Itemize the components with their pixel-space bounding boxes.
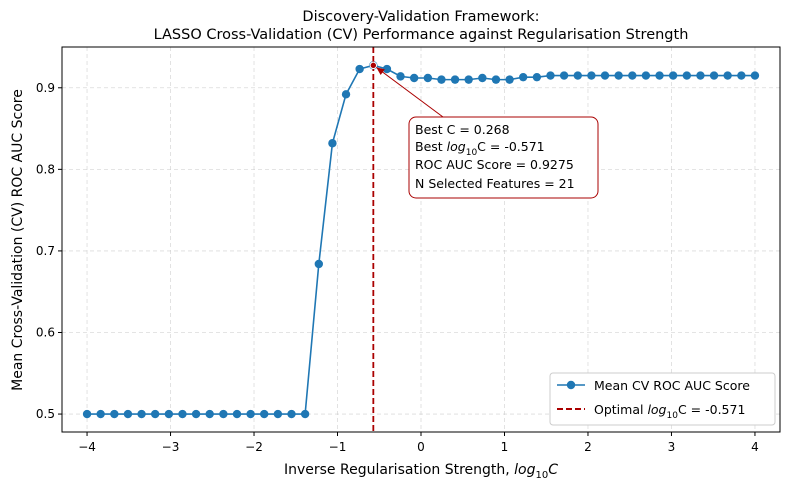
data-point [191, 409, 201, 419]
data-point [628, 71, 637, 80]
legend-series-label: Mean CV ROC AUC Score [594, 378, 750, 393]
data-point [82, 409, 92, 419]
data-point [273, 409, 283, 419]
data-point [546, 71, 555, 80]
data-point [723, 71, 732, 80]
data-point [260, 409, 269, 419]
x-tick-label: 0 [417, 440, 425, 454]
data-point [314, 259, 324, 269]
data-point [164, 409, 174, 419]
chart-subtitle: LASSO Cross-Validation (CV) Performance … [154, 27, 689, 43]
data-point [682, 71, 692, 80]
x-tick-label: −2 [245, 440, 263, 454]
chart-title: Discovery-Validation Framework: [302, 9, 539, 25]
x-axis-label-text: Inverse Regularisation Strength, [284, 462, 514, 478]
legend-optimal-sub: 10 [667, 411, 679, 421]
x-tick-label: −4 [78, 440, 96, 454]
x-axis-label-c: C [548, 462, 558, 478]
data-point [246, 409, 255, 419]
annotation-best-c: Best C = 0.268 [415, 122, 510, 137]
x-axis-label: Inverse Regularisation Strength, log10C [284, 462, 558, 481]
data-point [587, 71, 596, 80]
y-tick-label: 0.9 [36, 81, 55, 95]
data-point [655, 71, 664, 80]
data-point [709, 71, 719, 80]
data-point [205, 409, 214, 419]
annotation-best-tail: C = -0.571 [477, 139, 544, 154]
data-point [328, 139, 337, 148]
data-point [573, 71, 582, 80]
annotation-roc-auc: ROC AUC Score = 0.9275 [415, 157, 574, 172]
legend-frame [549, 372, 776, 426]
annotation-arrow-head [376, 67, 385, 75]
y-tick-label: 0.8 [36, 162, 55, 176]
data-point [505, 75, 514, 84]
data-point [437, 75, 446, 84]
data-point [396, 72, 405, 81]
annotation-best-sub: 10 [466, 148, 478, 158]
data-point [96, 409, 105, 419]
data-point [123, 409, 133, 419]
data-point [150, 409, 160, 419]
data-point [178, 409, 187, 419]
annotation-box: Best C = 0.268 Best log10C = -0.571 ROC … [408, 116, 599, 199]
legend-series-swatch-marker [566, 380, 576, 390]
data-point [696, 71, 705, 80]
legend-optimal-log: log [647, 402, 666, 417]
y-axis-label: Mean Cross-Validation (CV) ROC AUC Score [10, 89, 26, 391]
annotation-n-features: N Selected Features = 21 [415, 176, 575, 191]
x-axis-label-log: log [514, 462, 535, 478]
series-mean-cv-roc-auc [82, 61, 760, 419]
data-point [355, 64, 364, 74]
x-tick-label: 2 [584, 440, 592, 454]
legend-optimal-prefix: Optimal [594, 402, 647, 417]
data-point [641, 71, 651, 80]
x-tick-label: 1 [501, 440, 509, 454]
data-point [532, 72, 542, 82]
y-tick-label: 0.7 [36, 244, 55, 258]
data-point [450, 75, 460, 84]
data-point [559, 71, 569, 80]
legend: Mean CV ROC AUC Score Optimal log10C = -… [549, 372, 776, 426]
y-tick-label: 0.6 [36, 325, 55, 339]
annotation-arrow-line [376, 66, 444, 118]
data-point [478, 73, 487, 83]
data-point [737, 71, 746, 80]
x-tick-label: 4 [751, 440, 759, 454]
data-point [668, 71, 678, 80]
annotation-frame [408, 116, 599, 199]
data-point [750, 71, 760, 80]
data-point [600, 71, 610, 80]
data-point [491, 75, 501, 84]
data-point [287, 409, 296, 419]
legend-optimal-label: Optimal log10C = -0.571 [594, 402, 745, 421]
annotation-best-log10c: Best log10C = -0.571 [415, 139, 545, 158]
data-point [110, 409, 119, 419]
data-point [423, 73, 433, 83]
y-ticks: 0.5 0.6 0.7 0.8 0.9 [36, 81, 62, 421]
x-axis-label-sub: 10 [536, 470, 549, 481]
x-tick-label: 3 [668, 440, 676, 454]
y-tick-label: 0.5 [36, 407, 55, 421]
data-point [464, 75, 473, 84]
data-point [137, 409, 146, 419]
data-point [382, 64, 392, 74]
x-ticks: −4 −3 −2 −1 0 1 2 3 4 [78, 432, 759, 454]
annotation-arrow-group [376, 66, 444, 118]
optimal-point-marker [369, 61, 378, 70]
data-point [219, 409, 228, 419]
data-point [341, 90, 351, 99]
data-point [518, 72, 528, 82]
annotation-best-log: log [447, 139, 466, 154]
x-tick-label: −3 [162, 440, 180, 454]
data-point [300, 409, 310, 419]
annotation-best-prefix: Best [415, 139, 447, 154]
data-point [409, 73, 419, 83]
data-point [232, 409, 242, 419]
x-tick-label: −1 [329, 440, 347, 454]
data-point [614, 71, 623, 80]
optimal-line-group [369, 47, 378, 432]
legend-optimal-tail: C = -0.571 [678, 402, 745, 417]
